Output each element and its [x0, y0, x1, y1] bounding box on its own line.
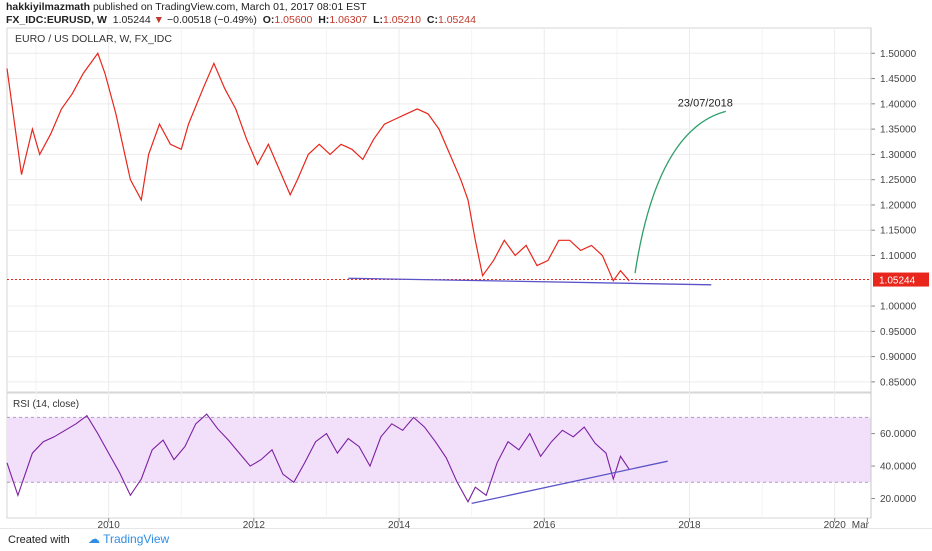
price-change: −0.00518 (−0.49%) [166, 14, 257, 26]
x-tick-label: 2010 [98, 520, 121, 528]
forecast-arrow[interactable] [634, 110, 726, 274]
y-tick-label: 1.30000 [880, 150, 917, 161]
last-price: 1.05244 [112, 14, 151, 26]
forecast-date-label: 23/07/2018 [678, 97, 733, 109]
x-tick-label: 2018 [678, 520, 701, 528]
low-label: L: [373, 14, 384, 26]
rsi-trendline[interactable] [471, 460, 668, 505]
triangle-down-icon: ▼ [153, 14, 165, 26]
rsi-y-tick-label: 20.0000 [880, 494, 917, 505]
last-price-badge-label: 1.05244 [879, 276, 916, 287]
tradingview-logo[interactable]: ☁ TradingView [88, 532, 169, 546]
tradingview-brand: TradingView [103, 532, 170, 546]
y-tick-label: 1.45000 [880, 74, 917, 85]
price-series-line [6, 52, 630, 283]
rsi-band [7, 417, 871, 483]
y-tick-label: 1.20000 [880, 200, 917, 211]
tradingview-cloud-icon: ☁ [88, 532, 100, 546]
last-price-badge [873, 272, 929, 287]
chart-canvas[interactable]: 1.50000 1.45000 1.40000 1.35000 1.30000 1.250… [0, 0, 932, 528]
close-value: 1.05244 [437, 14, 476, 26]
close-label: C: [426, 14, 438, 26]
y-tick-label: 1.25000 [880, 175, 917, 186]
y-tick-label: 1.15000 [880, 226, 917, 237]
y-tick-label: 1.50000 [880, 49, 917, 60]
chart-header: hakkiyilmazmath published on TradingView… [0, 0, 932, 28]
y-tick-label: 1.00000 [880, 302, 917, 313]
created-with-label: Created with [8, 534, 70, 546]
rsi-y-tick-label: 40.0000 [880, 462, 917, 473]
x-tick-label: 2016 [533, 520, 556, 528]
open-value: 1.05600 [274, 14, 313, 26]
y-tick-label: 1.40000 [880, 99, 917, 110]
high-value: 1.06307 [329, 14, 368, 26]
open-label: O: [262, 14, 275, 26]
footer: Created with ☁ TradingView [0, 528, 932, 551]
rsi-y-tick-label: 60.0000 [880, 429, 917, 440]
price-pane[interactable] [6, 27, 872, 393]
symbol-label: FX_IDC:EURUSD, W [6, 14, 107, 26]
y-tick-label: 0.95000 [880, 327, 917, 338]
y-tick-label: 1.35000 [880, 125, 917, 136]
y-tick-label: 1.10000 [880, 251, 917, 262]
published-info: published on TradingView.com, March 01, … [92, 1, 367, 13]
x-tick-label: 2014 [388, 520, 411, 528]
price-pane-title: EURO / US DOLLAR, W, FX_IDC [15, 33, 172, 45]
author-name[interactable]: hakkiyilmazmath [6, 1, 91, 13]
low-value: 1.05210 [383, 14, 422, 26]
y-tick-label: 0.85000 [880, 377, 917, 388]
rsi-pane-title: RSI (14, close) [13, 399, 79, 410]
y-tick-label: 0.90000 [880, 352, 917, 363]
x-tick-label: Mar [852, 520, 870, 528]
rsi-series-line [6, 413, 630, 503]
high-label: H: [318, 14, 330, 26]
support-trendline[interactable] [348, 277, 712, 286]
x-tick-label: 2020 [824, 520, 847, 528]
x-tick-label: 2012 [243, 520, 266, 528]
